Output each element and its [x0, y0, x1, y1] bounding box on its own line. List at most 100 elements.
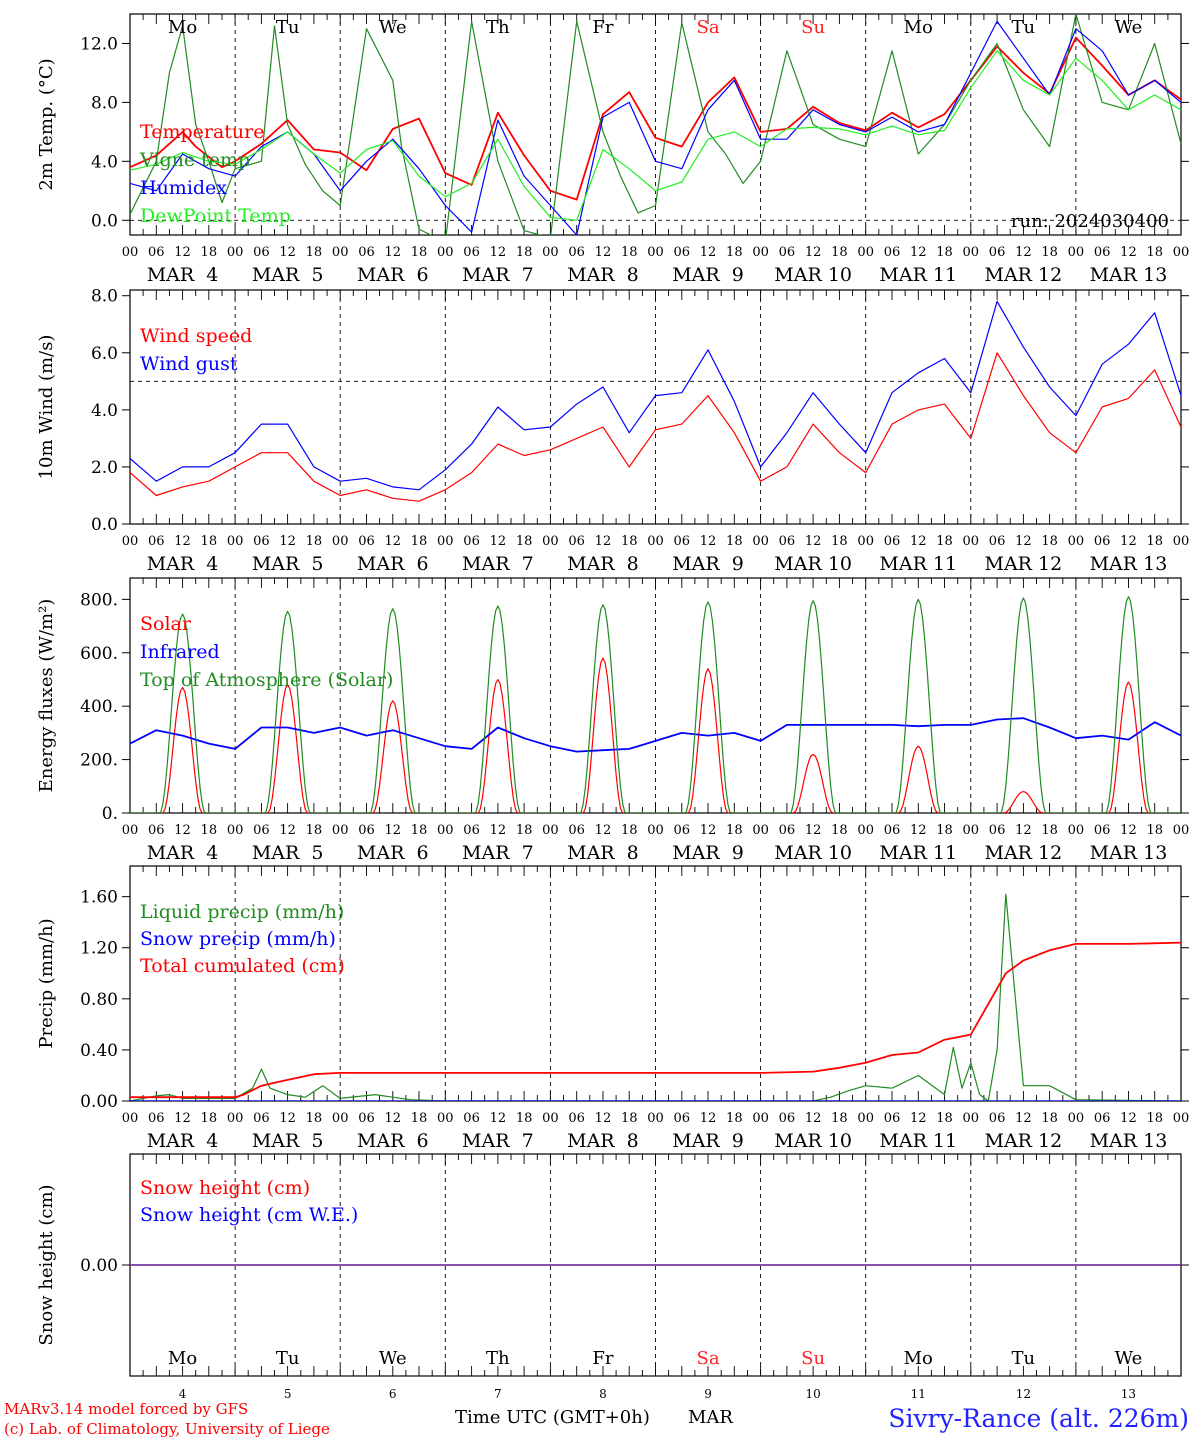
hour-label: 18: [411, 823, 428, 838]
date-label: MAR 7: [462, 553, 534, 575]
hour-label: 00: [963, 823, 980, 838]
date-label: MAR 5: [252, 1130, 324, 1152]
series-line-vigne-temp: [130, 14, 1181, 235]
hour-label: 06: [358, 1111, 375, 1126]
day-name-label: Mo: [904, 17, 933, 38]
hour-label: 00: [227, 245, 244, 260]
hour-label: 18: [1041, 245, 1058, 260]
day-number-label: 7: [494, 1387, 502, 1401]
series-line-temperature: [130, 36, 1181, 201]
day-name-label: We: [379, 1348, 407, 1369]
hour-label: 12: [384, 245, 401, 260]
panel-energy: 0. 200. 400. 600. 800. Energy fluxes (W/m²) 00…: [36, 577, 1190, 864]
hour-label: 12: [384, 823, 401, 838]
hour-label: 00: [963, 534, 980, 549]
date-label: MAR 8: [567, 842, 639, 864]
date-label: MAR 5: [252, 553, 324, 575]
legend-entry: Snow precip (mm/h): [140, 928, 336, 950]
hour-label: 18: [726, 823, 743, 838]
hour-label: 00: [542, 534, 559, 549]
y-tick-label: 1.60: [80, 888, 118, 908]
date-label: MAR 11: [879, 264, 957, 286]
hour-label: 00: [752, 245, 769, 260]
hour-label: 12: [490, 534, 507, 549]
date-label: MAR 11: [879, 1130, 957, 1152]
date-label: MAR 5: [252, 842, 324, 864]
hour-label: 06: [884, 534, 901, 549]
hour-label: 06: [568, 823, 585, 838]
hour-label: 06: [1094, 245, 1111, 260]
hour-label: 12: [279, 245, 296, 260]
y-tick-label: 2.0: [91, 458, 118, 478]
date-label: MAR 4: [147, 842, 219, 864]
y-tick-label: 0.00: [80, 1092, 118, 1112]
day-name-label: Mo: [168, 1348, 197, 1369]
hour-ticks: [129, 14, 1182, 235]
y-tick-label: 0.0: [91, 211, 118, 231]
date-label: MAR 12: [984, 842, 1062, 864]
hour-label: 06: [358, 534, 375, 549]
hour-label: 06: [674, 1111, 691, 1126]
hour-label: 12: [1120, 245, 1137, 260]
hour-label: 06: [779, 823, 796, 838]
hour-label: 12: [1120, 534, 1137, 549]
hour-label: 06: [1094, 1111, 1111, 1126]
date-label: MAR 8: [567, 1130, 639, 1152]
series-line-solar: [130, 657, 1181, 813]
date-label: MAR 6: [357, 1130, 429, 1152]
hour-label: 18: [1146, 1111, 1163, 1126]
hour-label: 12: [279, 1111, 296, 1126]
series-line-liquid-precip-mm-h-: [130, 893, 1181, 1101]
date-label: MAR 13: [1090, 1130, 1168, 1152]
legend-entry: Total cumulated (cm): [140, 955, 345, 977]
hour-label: 06: [884, 823, 901, 838]
day-name-label: Sa: [697, 1348, 720, 1369]
hour-ticks: [129, 290, 1182, 524]
hour-label: 00: [1173, 823, 1190, 838]
hour-label: 00: [437, 1111, 454, 1126]
hour-label: 12: [1015, 245, 1032, 260]
hour-label: 12: [174, 823, 191, 838]
date-label: MAR 9: [672, 1130, 744, 1152]
y-axis-label: Precip (mm/h): [36, 918, 57, 1048]
series-line-dewpoint-temp: [130, 50, 1181, 221]
hour-label: 06: [674, 245, 691, 260]
hour-label: 00: [857, 245, 874, 260]
panel-temp: 0.0 4.0 8.0 12.0 2m Temp. (°C) 00 06 12 18 00 06 12…: [36, 13, 1189, 286]
hour-label: 00: [1068, 534, 1085, 549]
hour-label: 00: [332, 1111, 349, 1126]
hour-label: 00: [227, 1111, 244, 1126]
hour-label: 18: [411, 245, 428, 260]
hour-label: 00: [647, 1111, 664, 1126]
hour-label: 12: [910, 534, 927, 549]
series-line-top-of-atmosphere-solar-: [130, 596, 1181, 813]
hour-label: 12: [279, 534, 296, 549]
date-label: MAR 13: [1090, 842, 1168, 864]
date-label: MAR 4: [147, 553, 219, 575]
legend-entry: Snow height (cm): [140, 1177, 310, 1199]
hour-label: 06: [358, 823, 375, 838]
hour-label: 18: [306, 1111, 323, 1126]
hour-label: 06: [1094, 823, 1111, 838]
hour-label: 06: [989, 1111, 1006, 1126]
hour-label: 00: [1173, 1111, 1190, 1126]
x-axis-label: Time UTC (GMT+0h): [455, 1407, 650, 1428]
legend-entry: Wind gust: [140, 353, 238, 375]
hour-label: 12: [700, 1111, 717, 1126]
hour-label: 00: [227, 823, 244, 838]
hour-label: 18: [1146, 534, 1163, 549]
hour-label: 18: [621, 534, 638, 549]
legend-entry: Top of Atmosphere (Solar): [140, 669, 393, 691]
hour-label: 06: [463, 534, 480, 549]
hour-ticks: [129, 1154, 1182, 1376]
date-label: MAR 11: [879, 553, 957, 575]
hour-label: 00: [227, 534, 244, 549]
hour-label: 06: [463, 245, 480, 260]
date-label: MAR 9: [672, 842, 744, 864]
day-name-label: Fr: [592, 1348, 613, 1369]
legend-entry: Humidex: [140, 177, 227, 199]
hour-label: 06: [989, 534, 1006, 549]
y-tick-label: 8.0: [91, 93, 118, 113]
hour-label: 18: [831, 1111, 848, 1126]
hour-label: 00: [857, 1111, 874, 1126]
